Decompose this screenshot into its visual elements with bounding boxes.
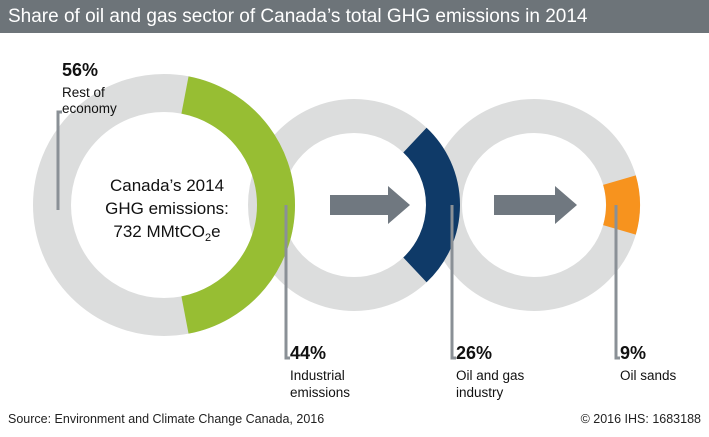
leader-line-56 [56,110,62,210]
center-label-line1: Canada’s 2014 [110,176,224,195]
leader-line-9 [614,205,620,360]
oil-and-gas-segment [402,127,460,283]
category-label-oilgas-line1: Oil and gas [456,368,525,383]
category-label-rest-line1: Rest of [62,85,105,100]
leader-line-26 [450,205,456,360]
pct-label-44: 44% [290,343,326,363]
arrow-1 [330,186,410,224]
pct-label-9: 9% [620,343,646,363]
center-label-line2: GHG emissions: [105,199,229,218]
industrial-emissions-segment [180,76,295,334]
donut-chart: Canada’s 2014 GHG emissions: 732 MMtCO2e… [33,60,677,400]
leader-line-44 [284,205,290,360]
oil-sands-segment [602,175,640,235]
category-label-industrial-line1: Industrial [290,368,345,383]
category-label-oilgas-line2: industry [456,385,504,400]
source-note: Source: Environment and Climate Change C… [8,412,325,426]
center-label-line3: 732 MMtCO2e [113,222,220,244]
pct-label-26: 26% [456,343,492,363]
category-label-rest-line2: economy [62,101,117,116]
category-label-industrial-line2: emissions [290,385,350,400]
pct-label-56: 56% [62,60,98,80]
chart-title: Share of oil and gas sector of Canada’s … [0,0,709,33]
category-label-oilsands: Oil sands [620,368,677,383]
copyright-note: © 2016 IHS: 1683188 [580,412,701,426]
arrow-2 [494,186,577,224]
